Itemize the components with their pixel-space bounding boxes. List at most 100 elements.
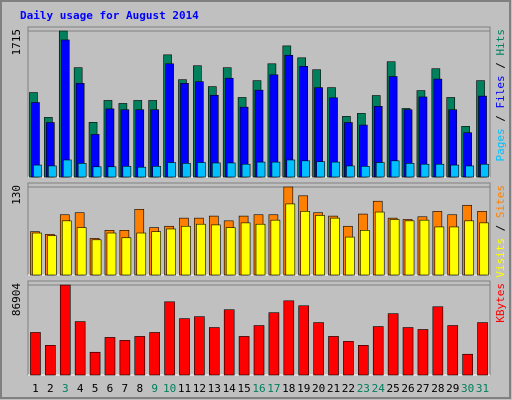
x-tick-label: 30 bbox=[461, 382, 474, 395]
x-tick-label: 3 bbox=[62, 382, 69, 395]
bar bbox=[372, 326, 384, 376]
bar bbox=[284, 54, 294, 178]
bar bbox=[404, 220, 415, 276]
bar bbox=[449, 226, 460, 276]
bar bbox=[298, 305, 310, 376]
bar bbox=[434, 226, 445, 276]
bar bbox=[181, 225, 191, 276]
x-tick-label: 9 bbox=[151, 382, 158, 395]
bar bbox=[435, 163, 445, 178]
x-tick-label: 18 bbox=[282, 382, 295, 395]
bar bbox=[360, 230, 370, 276]
bar bbox=[107, 166, 117, 178]
bar bbox=[182, 163, 191, 178]
bar bbox=[285, 203, 296, 276]
bar bbox=[152, 166, 161, 178]
bar bbox=[464, 220, 474, 276]
bar bbox=[136, 232, 147, 276]
x-tick-label: 13 bbox=[208, 382, 221, 395]
bar bbox=[33, 164, 42, 178]
bar bbox=[164, 301, 175, 376]
x-tick-label: 16 bbox=[252, 382, 265, 395]
legend-separator: / bbox=[494, 218, 507, 238]
x-tick-label: 22 bbox=[342, 382, 355, 395]
bar bbox=[255, 223, 266, 276]
x-tick-label: 20 bbox=[312, 382, 325, 395]
bar bbox=[134, 336, 146, 376]
bar bbox=[241, 163, 251, 178]
legend-separator: / bbox=[494, 56, 507, 76]
bar bbox=[240, 222, 251, 276]
bar bbox=[346, 165, 355, 178]
bar bbox=[301, 160, 311, 178]
bar bbox=[331, 161, 340, 178]
bar bbox=[417, 329, 429, 376]
bar bbox=[315, 215, 325, 276]
x-tick-label: 23 bbox=[357, 382, 370, 395]
bar bbox=[345, 236, 355, 276]
bar bbox=[330, 217, 340, 276]
bar bbox=[419, 219, 430, 276]
y-tick-label: 130 bbox=[10, 185, 23, 205]
x-tick-label: 14 bbox=[223, 382, 237, 395]
x-tick-label: 19 bbox=[297, 382, 310, 395]
bar bbox=[45, 345, 56, 376]
bar bbox=[299, 66, 309, 178]
legend-label: Pages bbox=[494, 128, 507, 161]
bar bbox=[165, 63, 174, 178]
bar bbox=[225, 227, 236, 276]
bar bbox=[47, 235, 57, 276]
bar bbox=[286, 159, 296, 178]
bar bbox=[196, 223, 206, 276]
x-tick-label: 12 bbox=[193, 382, 206, 395]
x-tick-label: 28 bbox=[431, 382, 444, 395]
bar bbox=[343, 341, 354, 376]
bar bbox=[269, 74, 279, 178]
bar bbox=[479, 222, 489, 276]
x-tick-label: 5 bbox=[92, 382, 99, 395]
bar bbox=[433, 78, 443, 178]
bar bbox=[447, 325, 459, 376]
bar bbox=[106, 232, 117, 276]
bar bbox=[74, 321, 86, 376]
bar bbox=[465, 165, 474, 178]
bar bbox=[253, 325, 265, 376]
x-tick-label: 4 bbox=[77, 382, 84, 395]
x-tick-label: 7 bbox=[122, 382, 129, 395]
x-tick-label: 1 bbox=[32, 382, 39, 395]
bar bbox=[375, 162, 385, 178]
bar bbox=[268, 312, 280, 376]
bar bbox=[450, 164, 460, 178]
bar bbox=[61, 220, 72, 276]
legend: Pages / Files / Hits bbox=[494, 29, 507, 162]
y-tick-label: 86904 bbox=[10, 283, 23, 316]
x-tick-label: 24 bbox=[372, 382, 386, 395]
bar bbox=[179, 318, 190, 376]
bar bbox=[328, 336, 339, 376]
x-tick-label: 17 bbox=[267, 382, 280, 395]
bar bbox=[77, 163, 87, 178]
bar bbox=[387, 313, 399, 376]
bar bbox=[223, 309, 235, 376]
bar bbox=[119, 340, 131, 376]
bar bbox=[166, 228, 176, 276]
bar bbox=[316, 161, 325, 178]
x-tick-label: 6 bbox=[107, 382, 114, 395]
bar bbox=[283, 300, 295, 376]
bar bbox=[358, 345, 369, 376]
bar bbox=[300, 211, 311, 276]
bar bbox=[361, 166, 370, 178]
legend: KBytes bbox=[494, 283, 507, 323]
x-tick-label: 11 bbox=[178, 382, 191, 395]
bar bbox=[59, 284, 71, 376]
bar bbox=[271, 161, 281, 178]
bar bbox=[89, 351, 101, 376]
bar bbox=[390, 160, 400, 178]
legend-label: Files bbox=[494, 75, 507, 108]
bar bbox=[75, 83, 85, 178]
legend-label: KBytes bbox=[494, 283, 507, 323]
bar bbox=[256, 161, 266, 178]
legend-label: Sites bbox=[494, 185, 507, 218]
bar bbox=[91, 239, 102, 276]
